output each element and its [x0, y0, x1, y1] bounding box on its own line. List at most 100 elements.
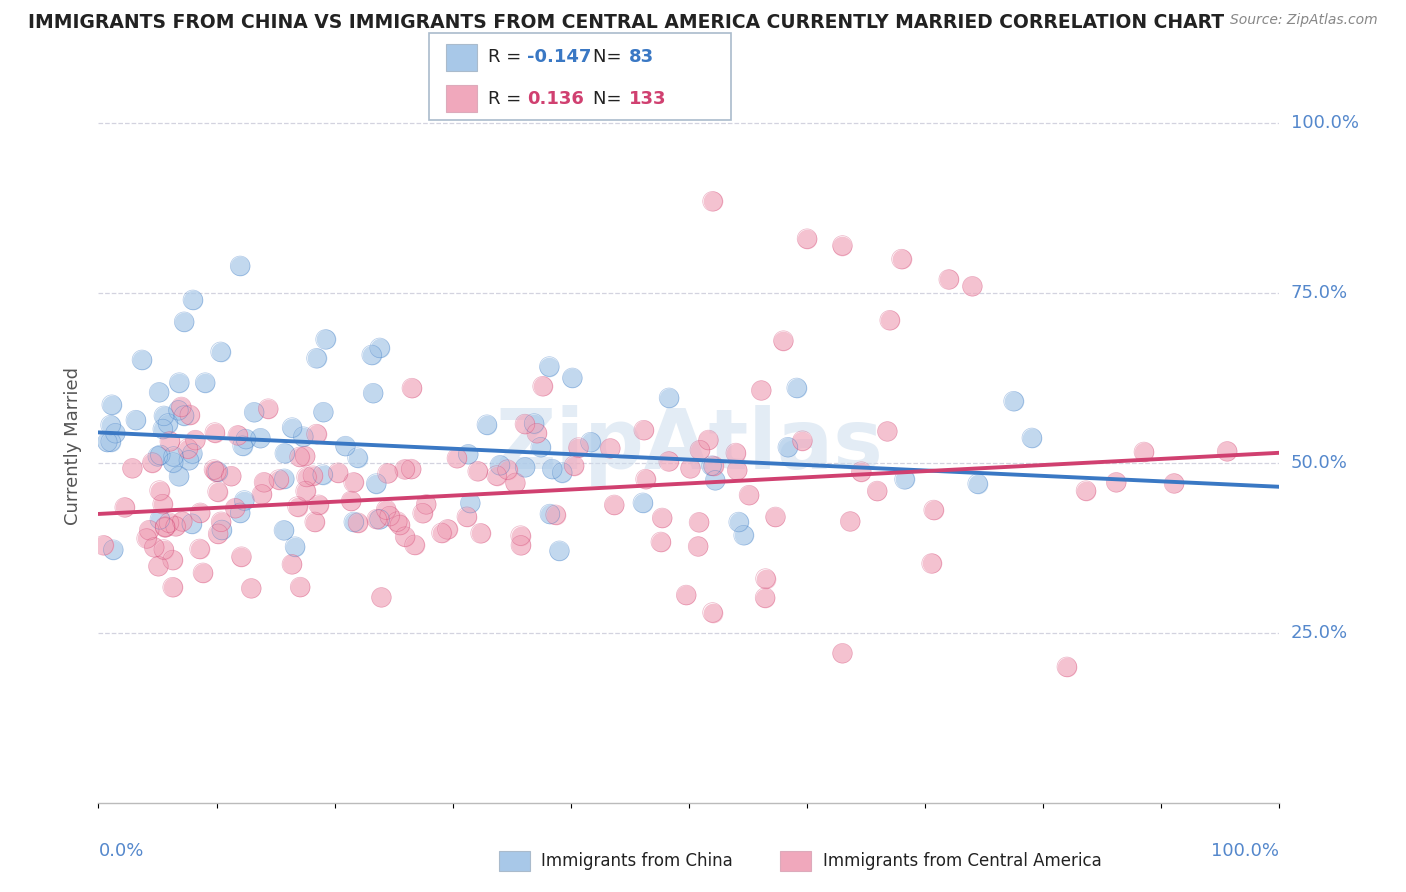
- Point: [229, 259, 252, 273]
- Point: [531, 379, 554, 393]
- Point: [538, 507, 561, 521]
- Point: [194, 376, 217, 390]
- Point: [776, 440, 799, 454]
- Point: [153, 519, 176, 533]
- Point: [523, 417, 546, 431]
- Point: [579, 435, 602, 450]
- Point: [204, 425, 226, 440]
- Point: [792, 434, 814, 448]
- Point: [509, 528, 531, 542]
- Point: [394, 530, 416, 544]
- Point: [157, 516, 180, 530]
- Point: [170, 400, 193, 414]
- Point: [513, 417, 536, 431]
- Point: [509, 528, 531, 542]
- Point: [184, 433, 207, 447]
- Point: [104, 426, 127, 441]
- Point: [505, 475, 527, 490]
- Text: N=: N=: [593, 48, 627, 67]
- Point: [509, 538, 531, 552]
- Point: [162, 553, 184, 567]
- Point: [143, 541, 166, 555]
- Point: [250, 487, 273, 501]
- Point: [148, 559, 170, 574]
- Point: [415, 497, 437, 511]
- Point: [292, 430, 315, 444]
- Point: [93, 538, 115, 552]
- Text: R =: R =: [488, 48, 527, 67]
- Point: [697, 433, 720, 447]
- Point: [634, 472, 657, 486]
- Point: [226, 428, 249, 442]
- Text: Source: ZipAtlas.com: Source: ZipAtlas.com: [1230, 13, 1378, 28]
- Point: [96, 435, 118, 450]
- Point: [658, 454, 681, 468]
- Point: [165, 519, 187, 533]
- Point: [366, 512, 388, 526]
- Point: [146, 450, 169, 464]
- Point: [370, 591, 392, 605]
- Point: [561, 371, 583, 385]
- Point: [1105, 475, 1128, 490]
- Point: [273, 472, 295, 486]
- Point: [204, 425, 226, 440]
- Point: [312, 467, 335, 482]
- Point: [328, 466, 350, 480]
- Point: [284, 540, 307, 554]
- Point: [733, 528, 755, 542]
- Point: [485, 468, 508, 483]
- Point: [368, 512, 391, 526]
- Point: [544, 508, 567, 522]
- Point: [169, 376, 191, 390]
- Point: [470, 526, 492, 541]
- Point: [749, 384, 772, 398]
- Point: [633, 423, 655, 437]
- Point: [207, 484, 229, 499]
- Point: [207, 484, 229, 499]
- Point: [436, 522, 458, 536]
- Point: [281, 420, 304, 434]
- Point: [315, 333, 337, 347]
- Point: [152, 497, 174, 511]
- Point: [179, 408, 201, 422]
- Point: [153, 519, 176, 533]
- Point: [938, 272, 960, 286]
- Point: [180, 516, 202, 531]
- Point: [368, 512, 391, 526]
- Point: [776, 440, 799, 454]
- Point: [703, 458, 725, 473]
- Point: [346, 450, 368, 465]
- Point: [1002, 394, 1025, 409]
- Point: [207, 526, 229, 541]
- Point: [523, 417, 546, 431]
- Point: [267, 473, 290, 487]
- Point: [335, 439, 357, 453]
- Point: [257, 401, 280, 416]
- Point: [370, 591, 392, 605]
- Text: R =: R =: [488, 89, 533, 108]
- Point: [890, 252, 912, 266]
- Point: [633, 423, 655, 437]
- Point: [305, 427, 328, 442]
- Point: [851, 465, 873, 479]
- Point: [579, 435, 602, 450]
- Point: [725, 463, 748, 477]
- Point: [100, 418, 122, 433]
- Point: [415, 497, 437, 511]
- Point: [792, 434, 814, 448]
- Point: [302, 468, 325, 483]
- Point: [153, 409, 176, 423]
- Point: [1216, 444, 1239, 458]
- Point: [1216, 444, 1239, 458]
- Point: [100, 398, 122, 412]
- Point: [143, 541, 166, 555]
- Text: 0.0%: 0.0%: [98, 842, 143, 860]
- Point: [388, 518, 411, 533]
- Point: [513, 417, 536, 431]
- Point: [346, 450, 368, 465]
- Point: [446, 451, 468, 466]
- Point: [202, 462, 225, 476]
- Point: [96, 435, 118, 450]
- Point: [288, 450, 311, 464]
- Point: [831, 238, 853, 252]
